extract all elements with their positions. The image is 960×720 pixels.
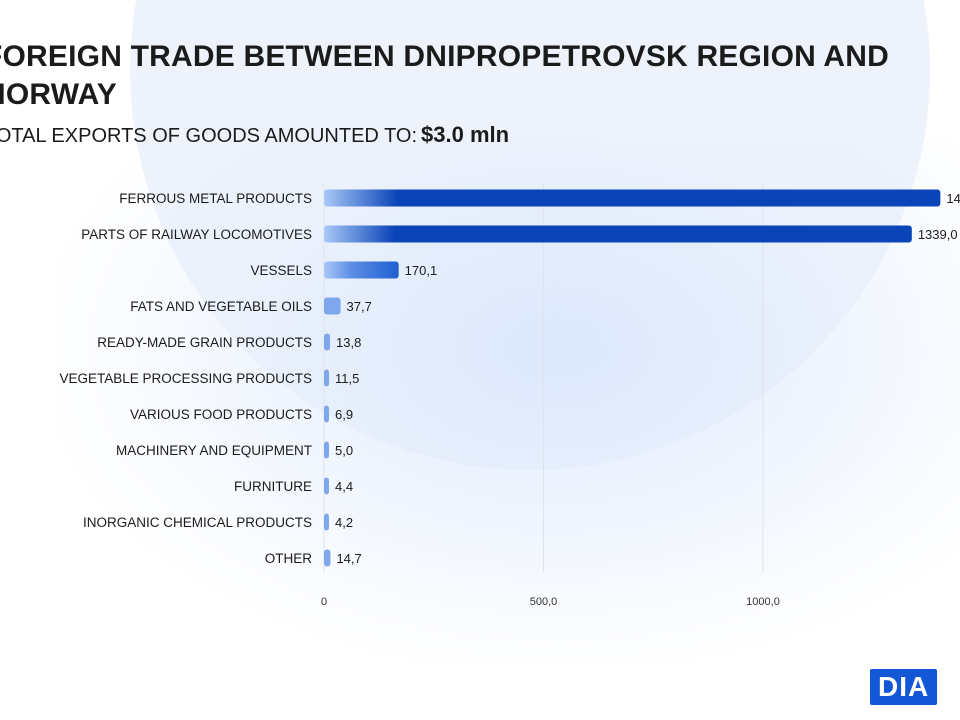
category-label: FERROUS METAL PRODUCTS (119, 191, 312, 206)
value-label: 5,0 (335, 443, 353, 458)
category-label: MACHINERY AND EQUIPMENT (116, 443, 312, 458)
bar (324, 189, 941, 207)
value-label: 170,1 (405, 263, 438, 278)
bar (324, 297, 341, 315)
bar (324, 369, 330, 387)
category-label: FURNITURE (234, 479, 312, 494)
category-label: VEGETABLE PROCESSING PRODUCTS (59, 371, 312, 386)
category-label: VESSELS (250, 263, 312, 278)
bar (324, 261, 399, 279)
dia-logo: DIA (870, 667, 960, 707)
total-exports-amount: $3.0 mln (421, 122, 510, 147)
category-label: FATS AND VEGETABLE OILS (130, 299, 312, 314)
bar (324, 441, 329, 459)
value-label: 37,7 (347, 299, 372, 314)
bar (324, 225, 912, 243)
bar (324, 549, 331, 567)
bar (324, 477, 329, 495)
category-label: PARTS OF RAILWAY LOCOMOTIVES (81, 227, 312, 242)
value-label: 1339,0 (918, 227, 958, 242)
value-label: 13,8 (336, 335, 361, 350)
bar (324, 513, 329, 531)
category-label: VARIOUS FOOD PRODUCTS (130, 407, 312, 422)
page-subtitle: TOTAL EXPORTS OF GOODS AMOUNTED TO: $3.0 … (0, 120, 784, 151)
subtitle-text: TOTAL EXPORTS OF GOODS AMOUNTED TO: (0, 125, 418, 147)
category-label: OTHER (265, 551, 313, 566)
value-label: 140 (946, 191, 960, 206)
bar (324, 333, 331, 351)
value-label: 14,7 (336, 551, 361, 566)
value-label: 4,4 (335, 479, 353, 494)
value-label: 11,5 (335, 371, 359, 386)
bar (324, 405, 329, 423)
x-tick-label: 500,0 (530, 596, 558, 608)
x-tick-label: 1000,0 (746, 596, 780, 608)
category-label: INORGANIC CHEMICAL PRODUCTS (83, 515, 312, 530)
value-label: 6,9 (335, 407, 353, 422)
x-tick-label: 0 (321, 596, 327, 608)
logo-mark: DIA (870, 669, 938, 705)
page-title: FOREIGN TRADE BETWEEN DNIPROPETROVSK REG… (0, 40, 890, 111)
category-label: READY-MADE GRAIN PRODUCTS (97, 335, 312, 350)
value-label: 4,2 (335, 515, 353, 530)
